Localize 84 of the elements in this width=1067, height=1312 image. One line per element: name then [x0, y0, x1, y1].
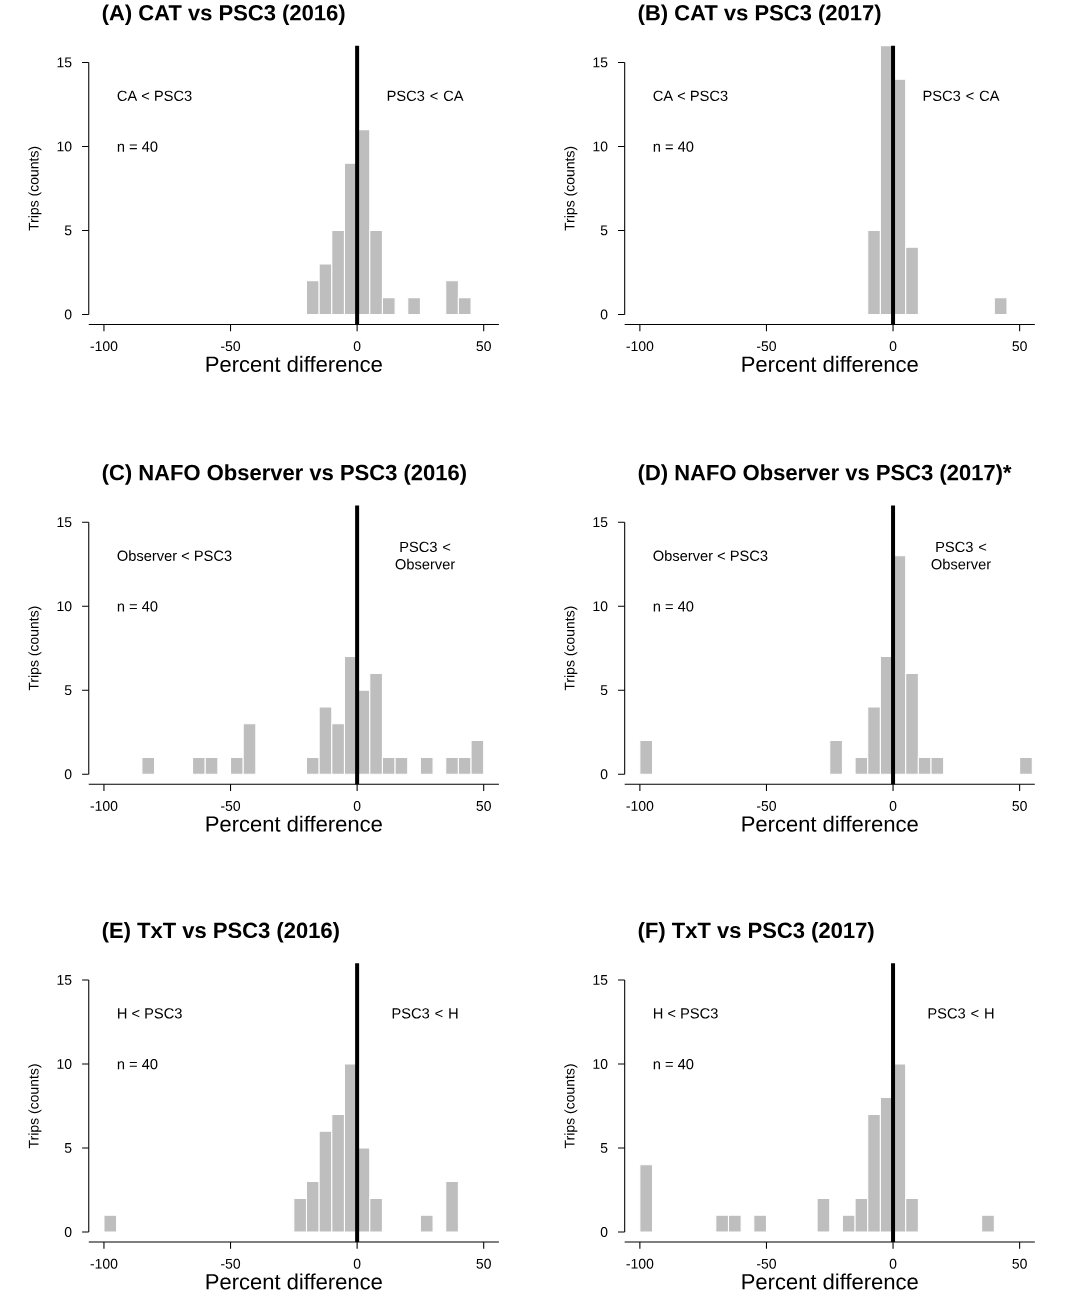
y-tick-label: 5 — [600, 685, 608, 696]
x-axis-title: Percent difference — [206, 815, 382, 832]
annotation: PSC3 < CA — [387, 90, 464, 102]
annotation: PSC3 < H — [392, 1008, 458, 1019]
y-tick-label: 10 — [593, 1059, 608, 1069]
annotation: Observer < PSC3 — [653, 550, 768, 561]
annotation: PSC3 < CA — [923, 90, 1000, 102]
y-tick-label: 15 — [57, 57, 72, 68]
annotation: PSC3 < H — [928, 1008, 994, 1019]
annotation: H < PSC3 — [117, 1008, 182, 1019]
y-tick-label: 5 — [600, 1143, 608, 1153]
x-tick-label: 0 — [353, 341, 361, 352]
y-tick-label: 15 — [593, 975, 608, 985]
x-tick-label: -100 — [90, 1258, 118, 1269]
chart-title: (B) CAT vs PSC3 (2017) — [638, 4, 881, 25]
y-tick-label: 0 — [64, 309, 72, 320]
annotation: n = 40 — [653, 141, 694, 152]
x-axis-title: Percent difference — [742, 815, 918, 832]
x-tick-label: 0 — [353, 1258, 361, 1269]
chart-title: (A) CAT vs PSC3 (2016) — [102, 4, 345, 25]
x-tick-label: 50 — [1012, 341, 1027, 352]
y-tick-label: 0 — [600, 1227, 608, 1237]
y-tick-label: 5 — [64, 1143, 72, 1153]
annotation: n = 40 — [117, 1058, 158, 1070]
x-tick-label: -100 — [626, 1258, 654, 1269]
x-axis-title: Percent difference — [206, 355, 382, 372]
y-tick-label: 10 — [57, 601, 72, 612]
annotation: n = 40 — [653, 601, 694, 612]
y-tick-label: 0 — [600, 309, 608, 320]
x-axis-title: Percent difference — [206, 1273, 382, 1290]
x-tick-label: -50 — [220, 800, 240, 811]
y-tick-label: 5 — [64, 685, 72, 696]
y-tick-label: 15 — [57, 975, 72, 985]
y-axis-title: Trips (counts) — [564, 1064, 578, 1149]
x-tick-label: -50 — [220, 341, 240, 352]
x-tick-label: -100 — [90, 341, 118, 352]
x-tick-label: -50 — [756, 800, 776, 811]
y-axis-title: Trips (counts) — [564, 146, 578, 231]
y-tick-label: 5 — [600, 225, 608, 236]
x-tick-label: 0 — [889, 341, 897, 352]
x-tick-label: 50 — [476, 1258, 491, 1269]
y-axis-title: Trips (counts) — [28, 1064, 42, 1149]
x-tick-label: -100 — [626, 800, 654, 811]
annotation: PSC3 < Observer — [931, 541, 991, 570]
x-tick-label: -50 — [220, 1258, 240, 1269]
annotation: n = 40 — [653, 1058, 694, 1070]
chart-title: (C) NAFO Observer vs PSC3 (2016) — [102, 464, 466, 485]
x-tick-label: 50 — [1012, 1258, 1027, 1269]
chart-title: (F) TxT vs PSC3 (2017) — [638, 921, 874, 943]
y-axis-title: Trips (counts) — [564, 606, 578, 691]
x-tick-label: -100 — [90, 800, 118, 811]
y-tick-label: 0 — [64, 769, 72, 780]
chart-title: (D) NAFO Observer vs PSC3 (2017)* — [638, 464, 1012, 485]
x-tick-label: 50 — [476, 800, 491, 811]
y-tick-label: 0 — [600, 769, 608, 780]
annotation: Observer < PSC3 — [117, 550, 232, 561]
annotation: CA < PSC3 — [653, 90, 728, 102]
x-tick-label: 50 — [476, 341, 491, 352]
chart-title: (E) TxT vs PSC3 (2016) — [102, 921, 339, 943]
y-tick-label: 0 — [64, 1227, 72, 1237]
y-tick-label: 10 — [57, 1059, 72, 1069]
annotation: n = 40 — [117, 141, 158, 152]
y-tick-label: 10 — [593, 141, 608, 152]
y-tick-label: 15 — [593, 517, 608, 528]
x-tick-label: -100 — [626, 341, 654, 352]
y-tick-label: 10 — [57, 141, 72, 152]
x-axis-title: Percent difference — [742, 355, 918, 372]
x-tick-label: 50 — [1012, 800, 1027, 811]
annotation: H < PSC3 — [653, 1008, 718, 1019]
y-tick-label: 10 — [593, 601, 608, 612]
x-axis-title: Percent difference — [742, 1273, 918, 1290]
annotation: n = 40 — [117, 601, 158, 612]
y-tick-label: 5 — [64, 225, 72, 236]
annotation: CA < PSC3 — [117, 90, 192, 102]
x-tick-label: -50 — [756, 341, 776, 352]
y-axis-title: Trips (counts) — [28, 146, 42, 231]
x-tick-label: -50 — [756, 1258, 776, 1269]
y-tick-label: 15 — [593, 57, 608, 68]
x-tick-label: 0 — [353, 800, 361, 811]
x-tick-label: 0 — [889, 800, 897, 811]
annotation: PSC3 < Observer — [395, 541, 455, 570]
y-tick-label: 15 — [57, 517, 72, 528]
x-tick-label: 0 — [889, 1258, 897, 1269]
y-axis-title: Trips (counts) — [28, 606, 42, 691]
